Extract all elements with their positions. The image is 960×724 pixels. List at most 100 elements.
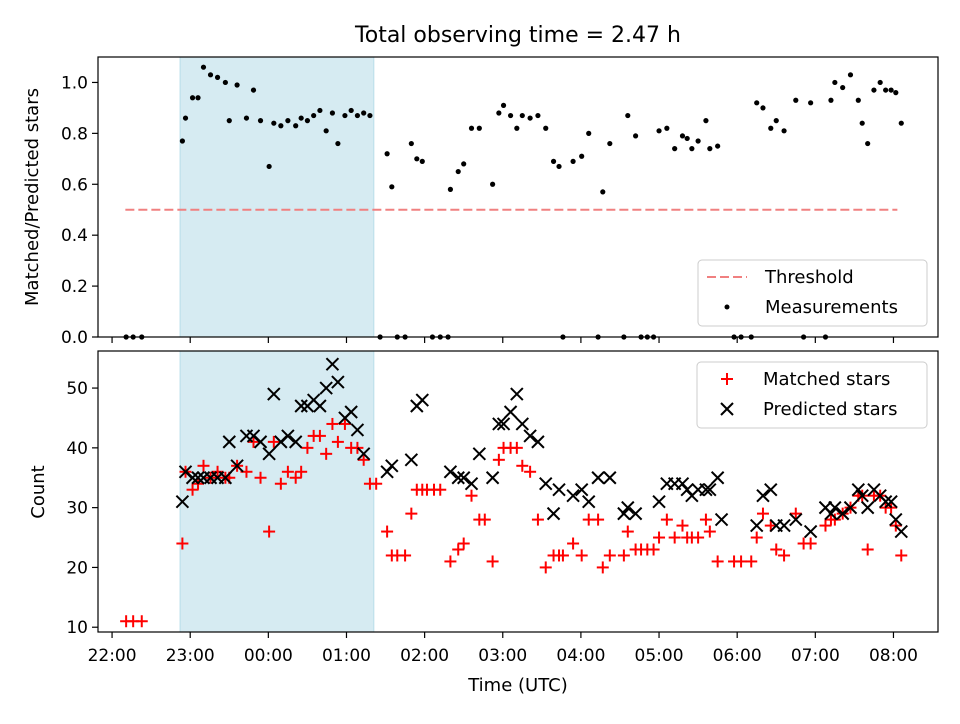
matched-star-point (486, 555, 499, 568)
matched-star-point (338, 417, 351, 430)
matched-star-point (381, 525, 394, 538)
measurement-point (367, 112, 373, 119)
predicted-star-point (344, 405, 358, 419)
predicted-star-point (503, 405, 518, 419)
matched-star-point (331, 435, 344, 448)
matched-star-point (457, 537, 470, 550)
measurement-point (600, 189, 606, 195)
predicted-star-point (574, 482, 589, 497)
measurement-point (250, 87, 257, 93)
matched-star-point (351, 441, 364, 454)
ratio-axes-frame (97, 56, 939, 338)
matched-star-point (452, 543, 465, 556)
legend-matched-swatch (721, 373, 733, 385)
matched-star-point (692, 531, 705, 544)
measurement-point (361, 110, 367, 116)
x-tick-label: 08:00 (869, 646, 918, 666)
predicted-star-point (552, 482, 566, 497)
predicted-star-point (789, 512, 803, 527)
measurement-point (389, 184, 395, 190)
matched-star-point (592, 513, 605, 526)
matched-star-point (676, 519, 689, 532)
measurement-point (715, 143, 721, 149)
predicted-star-point (356, 447, 371, 461)
matched-star-point (770, 543, 783, 556)
predicted-star-point (628, 506, 643, 521)
measurement-point (468, 125, 475, 131)
matched-star-point (211, 465, 224, 478)
measurement-point (877, 79, 883, 86)
predicted-star-point (451, 471, 465, 485)
measurement-point (323, 128, 329, 134)
measurement-point (447, 186, 454, 192)
measurement-point (195, 95, 201, 101)
matched-star-point (745, 555, 758, 568)
measurement-point (679, 133, 686, 139)
measurement-point (243, 115, 250, 121)
measurement-point (278, 123, 284, 129)
count-y-tick-label: 40 (66, 439, 88, 459)
measurement-point (556, 163, 562, 170)
measurement-point (182, 115, 189, 121)
measurement-point (500, 102, 507, 108)
matched-star-point (861, 543, 874, 556)
predicted-star-point (262, 447, 276, 461)
measurement-point (234, 82, 240, 88)
measurement-point (768, 125, 774, 131)
matched-star-point (274, 477, 287, 490)
matched-star-point (492, 453, 505, 466)
count-y-tick-label: 30 (66, 499, 88, 519)
predicted-star-point (253, 435, 268, 449)
matched-star-point (313, 429, 326, 442)
legend-measurements-label: Measurements (765, 297, 898, 318)
predicted-star-point (267, 387, 281, 401)
count-y-label: Count (28, 465, 49, 518)
count-y-tick-label: 10 (66, 618, 88, 638)
count-y-ticks: 10 20 30 40 50 (66, 379, 98, 638)
measurement-point (840, 84, 846, 91)
measurement-point (695, 138, 701, 144)
matched-star-point (135, 615, 148, 628)
predicted-star-point (884, 494, 898, 509)
predicted-star-point (472, 447, 487, 461)
predicted-star-point (750, 518, 764, 533)
x-axis-label: Time (UTC) (467, 675, 568, 696)
measurement-point (226, 118, 232, 124)
predicted-star-point (515, 417, 530, 431)
matched-star-point (405, 507, 418, 520)
measurement-point (527, 115, 533, 121)
matched-star-point (756, 507, 769, 520)
matched-star-point (764, 519, 777, 532)
predicted-star-point (288, 435, 303, 449)
measurement-point (607, 140, 613, 147)
measurement-point (684, 135, 690, 142)
matched-star-point (267, 435, 280, 448)
legend-predicted-swatch (720, 402, 734, 416)
matched-star-point (699, 513, 712, 526)
x-tick-label: 06:00 (713, 646, 762, 666)
x-tick-label: 05:00 (635, 646, 684, 666)
ratio-y-tick-label: 0.8 (61, 124, 88, 144)
measurement-point (271, 120, 277, 126)
matched-star-point (263, 525, 276, 538)
matched-star-point (197, 459, 210, 472)
predicted-star-point (415, 393, 429, 407)
matched-star-point (295, 465, 308, 478)
measurement-point (586, 130, 592, 136)
matched-star-point (603, 549, 616, 562)
x-tick-label: 01:00 (322, 646, 371, 666)
matched-star-point (516, 459, 529, 472)
measurement-point (257, 118, 264, 124)
x-tick-label: 22:00 (88, 646, 137, 666)
count-x-ticks: 22:00 23:00 00:00 01:00 02:00 03:00 04:00 05:00… (88, 632, 918, 666)
predicted-star-point (889, 512, 903, 527)
matched-star-point (668, 531, 681, 544)
predicted-star-point (824, 506, 838, 521)
predicted-star-point (331, 375, 345, 389)
predicted-star-point (878, 494, 893, 509)
matched-star-point (301, 441, 314, 454)
matched-star-point (828, 513, 841, 526)
measurement-point (871, 87, 877, 93)
measurement-point (298, 115, 304, 121)
measurement-point (828, 97, 834, 103)
